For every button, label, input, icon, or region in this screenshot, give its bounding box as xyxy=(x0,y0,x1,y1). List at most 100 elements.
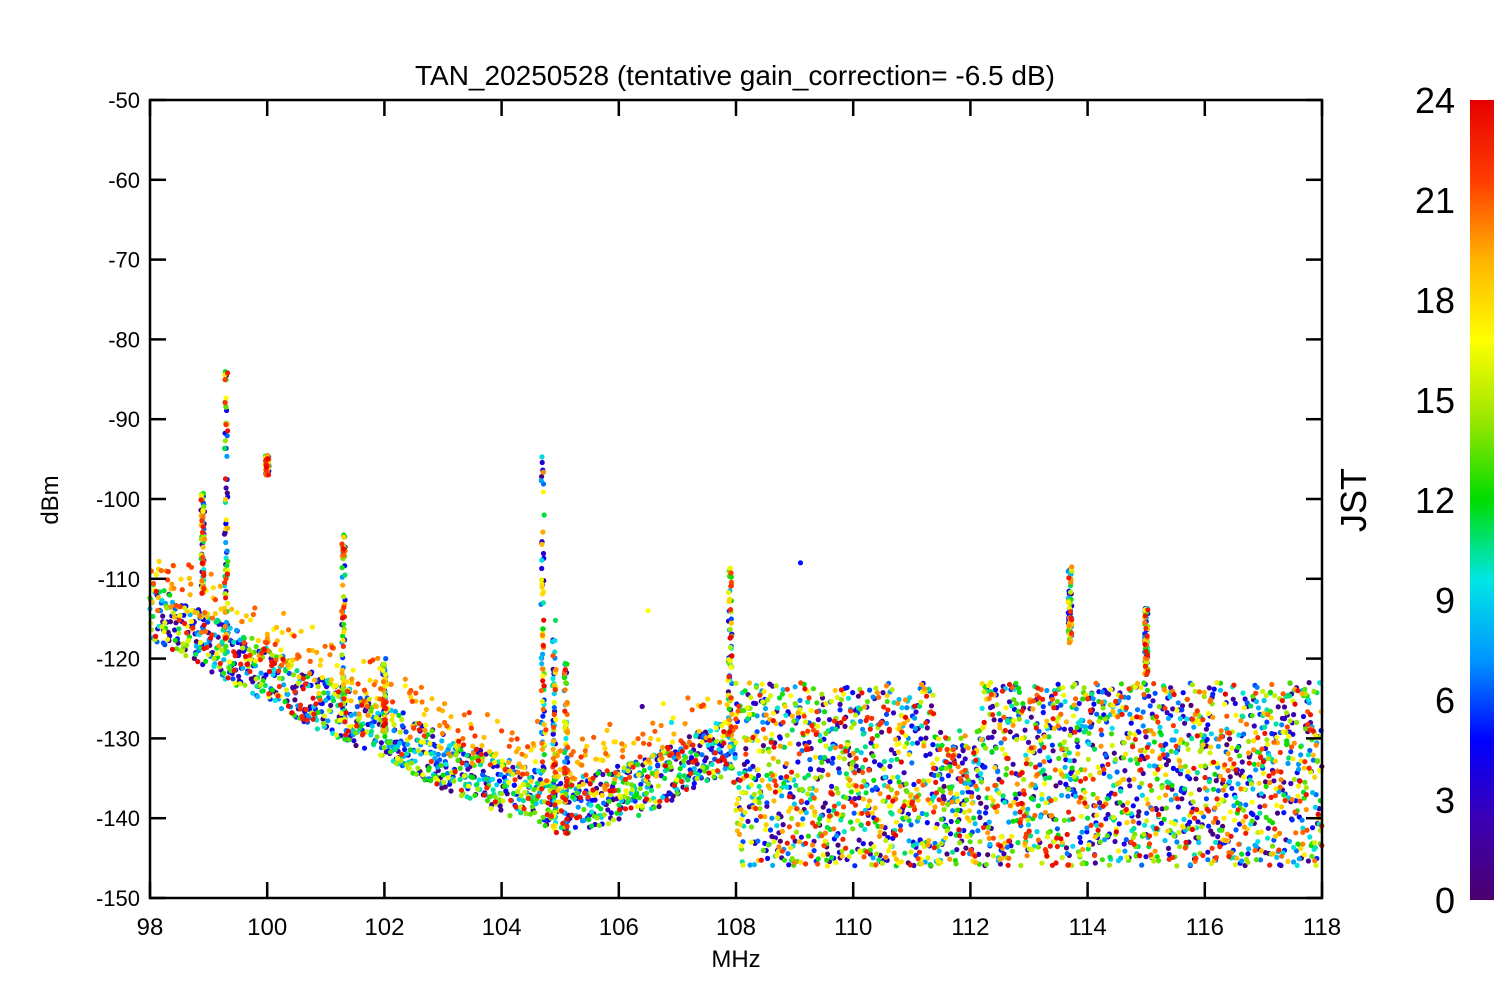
data-point xyxy=(745,715,751,722)
data-point xyxy=(631,794,638,800)
data-point xyxy=(264,631,270,637)
data-point xyxy=(222,400,228,406)
data-point xyxy=(822,709,828,715)
data-point xyxy=(202,610,208,616)
data-point xyxy=(1254,684,1260,690)
data-point xyxy=(822,754,828,761)
data-point xyxy=(1144,652,1151,658)
data-point xyxy=(879,860,885,866)
data-point xyxy=(1260,688,1266,695)
data-point xyxy=(380,723,387,729)
data-point xyxy=(993,745,999,751)
data-point xyxy=(815,861,821,867)
data-point xyxy=(357,723,363,729)
data-point xyxy=(751,862,757,868)
x-tick-label: 98 xyxy=(137,914,164,941)
data-point xyxy=(866,767,872,773)
data-point xyxy=(472,792,478,799)
data-point xyxy=(627,774,633,780)
data-point xyxy=(339,565,345,571)
data-point xyxy=(554,753,560,759)
data-point xyxy=(1215,801,1221,807)
data-point xyxy=(1200,717,1206,723)
data-point xyxy=(734,801,740,807)
data-point xyxy=(563,783,570,789)
data-point xyxy=(390,699,396,705)
data-point xyxy=(741,707,747,714)
data-point xyxy=(646,741,652,747)
data-point xyxy=(1063,757,1069,763)
data-point xyxy=(886,847,892,854)
data-point xyxy=(916,703,923,709)
data-point xyxy=(1263,783,1269,790)
data-point xyxy=(991,729,997,735)
data-point xyxy=(1281,716,1288,722)
data-point xyxy=(205,619,211,625)
data-point xyxy=(1082,767,1088,773)
data-point xyxy=(999,779,1005,785)
data-point xyxy=(904,705,910,711)
data-point xyxy=(199,590,205,596)
data-point xyxy=(1085,696,1091,702)
data-point xyxy=(1113,698,1119,705)
data-point xyxy=(1299,817,1305,823)
data-point xyxy=(964,773,970,779)
data-point xyxy=(1196,787,1202,793)
data-point xyxy=(629,787,636,793)
data-point xyxy=(1097,770,1103,776)
data-point xyxy=(1267,862,1273,868)
data-point xyxy=(482,792,488,798)
data-point xyxy=(850,826,856,832)
data-point xyxy=(724,761,730,767)
data-point xyxy=(737,777,743,783)
data-point xyxy=(1051,705,1057,711)
data-point xyxy=(858,750,864,756)
data-point xyxy=(444,770,451,777)
data-point xyxy=(484,798,491,804)
data-point xyxy=(1292,809,1298,815)
data-point xyxy=(1243,721,1250,727)
data-point xyxy=(770,862,776,868)
data-point xyxy=(751,700,757,706)
data-point xyxy=(779,828,786,835)
data-point xyxy=(1211,686,1217,692)
data-point xyxy=(693,733,699,739)
data-point xyxy=(720,733,726,739)
data-point xyxy=(709,761,715,768)
data-point xyxy=(692,770,698,776)
data-point xyxy=(402,676,408,682)
data-point xyxy=(532,810,538,816)
data-point xyxy=(1165,845,1172,852)
data-point xyxy=(650,753,656,759)
data-point xyxy=(933,790,940,796)
data-point xyxy=(844,684,850,691)
data-point xyxy=(855,693,862,699)
data-point xyxy=(1136,820,1142,826)
data-point xyxy=(341,552,347,558)
data-point xyxy=(1064,851,1070,857)
data-point xyxy=(903,781,909,787)
data-point xyxy=(989,749,995,755)
data-point xyxy=(1123,837,1129,843)
data-point xyxy=(407,734,413,740)
data-point xyxy=(1294,862,1300,869)
data-point xyxy=(1182,720,1188,726)
data-point xyxy=(534,718,541,725)
data-point xyxy=(444,723,450,729)
data-point xyxy=(439,730,446,737)
data-point xyxy=(276,668,282,674)
data-point xyxy=(1202,763,1208,769)
data-point xyxy=(402,683,408,689)
data-point xyxy=(1210,691,1216,697)
data-point xyxy=(586,816,592,823)
data-point xyxy=(1009,703,1015,709)
data-point xyxy=(728,749,734,755)
data-point xyxy=(852,770,858,776)
data-point xyxy=(1170,723,1176,729)
data-point xyxy=(394,755,401,762)
data-point xyxy=(774,853,780,859)
data-point xyxy=(221,531,228,537)
data-point xyxy=(1255,839,1261,845)
data-point xyxy=(800,730,806,736)
data-point xyxy=(616,816,622,822)
